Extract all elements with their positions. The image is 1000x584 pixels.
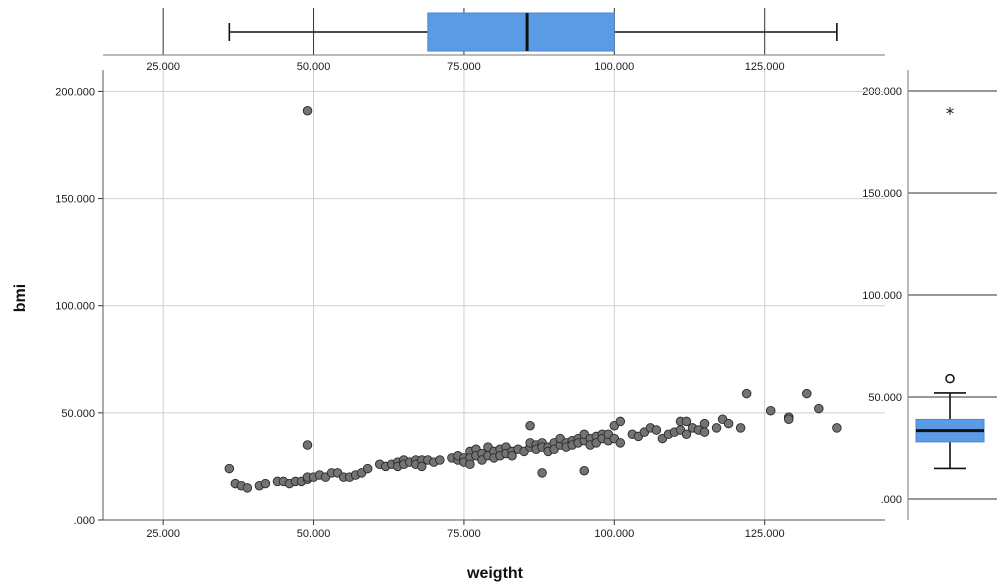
data-point (537, 468, 547, 478)
data-point (651, 425, 662, 435)
top-tick-label: 50.000 (297, 61, 331, 73)
right-tick-label: 50.000 (868, 392, 902, 404)
y-tick-label: .000 (74, 515, 95, 527)
right-tick-label: 200.000 (862, 86, 902, 98)
top-tick-label: 100.000 (594, 61, 634, 73)
data-point (699, 427, 710, 437)
right-tick-label: 150.000 (862, 188, 902, 200)
data-point (765, 405, 776, 416)
y-box-extreme: * (946, 104, 955, 124)
x-tick-label: 100.000 (594, 528, 634, 540)
data-point (242, 483, 253, 493)
y-marginal-boxplot: .000 50.000 100.000 150.000 200.000 * (862, 70, 997, 520)
y-tick-label: 100.000 (55, 301, 95, 313)
data-point (814, 403, 824, 414)
top-tick-label: 125.000 (745, 61, 785, 73)
data-point (735, 423, 746, 433)
data-point (465, 459, 475, 470)
data-point (615, 438, 626, 448)
data-point (260, 478, 271, 489)
data-point (435, 455, 445, 465)
y-tick-label: 50.000 (61, 408, 95, 420)
data-point (302, 440, 313, 450)
data-point (417, 461, 427, 472)
data-point (615, 416, 626, 427)
x-tick-label: 50.000 (297, 528, 331, 540)
x-marginal-boxplot: 25.000 50.000 75.000 100.000 125.000 (103, 8, 885, 73)
x-tick-label: 25.000 (146, 528, 180, 540)
x-tick-label: 75.000 (447, 528, 481, 540)
y-box-outlier (945, 373, 955, 384)
data-point (832, 423, 842, 433)
y-tick-label: 200.000 (55, 86, 95, 98)
data-point (224, 463, 235, 474)
data-point (784, 414, 794, 425)
data-point (525, 420, 535, 431)
data-point (802, 388, 812, 399)
x-tick-label: 125.000 (745, 528, 785, 540)
y-tick-label: 150.000 (55, 194, 95, 206)
data-point (681, 416, 692, 427)
scatter-plot-area: 25.000 50.000 75.000 100.000 125.000 .000 50.0… (55, 70, 885, 540)
right-tick-label: .000 (881, 494, 902, 506)
x-axis-title: weigtht (466, 565, 524, 582)
data-point (681, 429, 692, 440)
data-point (741, 388, 752, 399)
data-point (302, 105, 313, 116)
x-box-iqr (427, 12, 615, 52)
data-point (711, 423, 722, 433)
data-point (723, 418, 734, 429)
right-tick-label: 100.000 (862, 290, 902, 302)
data-point (362, 463, 373, 474)
top-tick-label: 25.000 (146, 61, 180, 73)
top-tick-label: 75.000 (447, 61, 481, 73)
data-point (579, 465, 589, 476)
data-point (507, 450, 517, 461)
y-axis-title: bmi (12, 284, 29, 312)
data-point (699, 418, 710, 429)
